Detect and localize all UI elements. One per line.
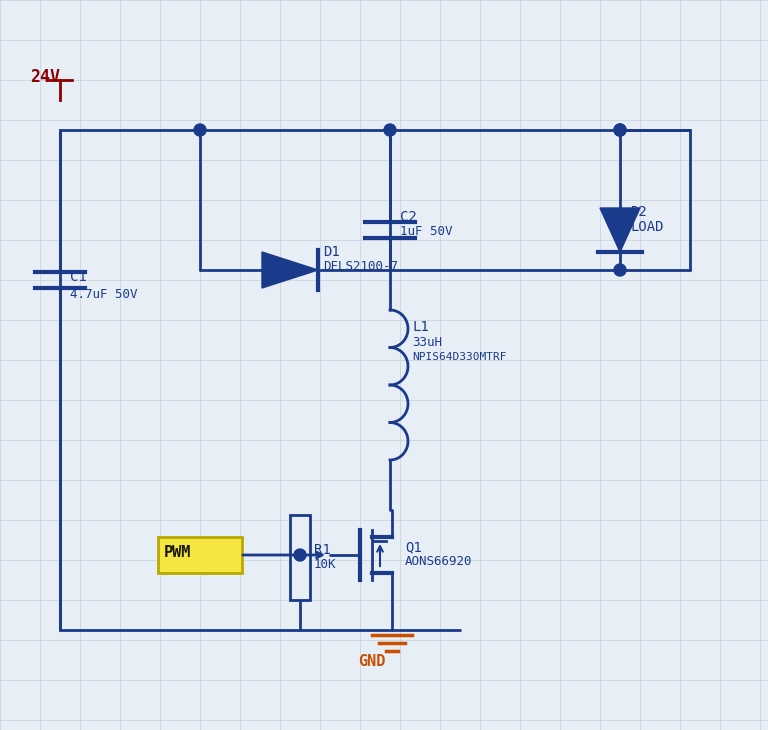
Circle shape [194, 124, 206, 136]
Text: L1: L1 [412, 320, 429, 334]
Polygon shape [262, 252, 318, 288]
Text: 1uF 50V: 1uF 50V [400, 225, 452, 238]
Text: 24V: 24V [30, 68, 60, 86]
Text: 4.7uF 50V: 4.7uF 50V [70, 288, 137, 301]
Circle shape [614, 124, 626, 136]
Text: PWM: PWM [164, 545, 191, 560]
Text: LOAD: LOAD [630, 220, 664, 234]
Text: C1: C1 [70, 270, 87, 284]
Text: C2: C2 [400, 210, 417, 224]
Polygon shape [600, 208, 640, 252]
Text: Q1: Q1 [405, 540, 422, 554]
Text: NPIS64D330MTRF: NPIS64D330MTRF [412, 352, 507, 362]
Text: DFLS2100-7: DFLS2100-7 [323, 260, 398, 273]
Text: R1: R1 [314, 542, 331, 556]
Circle shape [614, 124, 626, 136]
Text: 33uH: 33uH [412, 336, 442, 349]
Text: AONS66920: AONS66920 [405, 555, 472, 568]
FancyBboxPatch shape [290, 515, 310, 600]
Text: GND: GND [359, 654, 386, 669]
Circle shape [384, 124, 396, 136]
FancyBboxPatch shape [158, 537, 242, 573]
Circle shape [294, 549, 306, 561]
Text: 10K: 10K [314, 558, 336, 571]
Text: D1: D1 [323, 245, 339, 259]
Text: D2: D2 [630, 205, 647, 219]
Circle shape [614, 264, 626, 276]
